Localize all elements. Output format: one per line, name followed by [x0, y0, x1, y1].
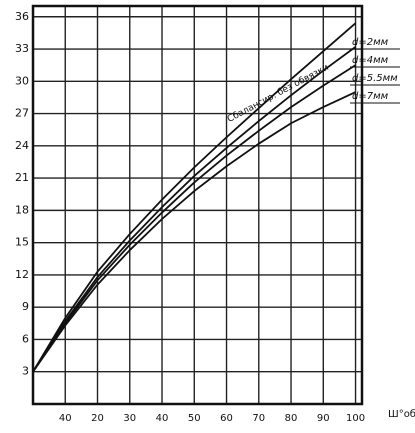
y-tick-label: 21	[15, 171, 29, 184]
x-tick-label: 100	[346, 413, 365, 424]
x-tick-label: 80	[285, 413, 298, 424]
x-tick-label: 40	[156, 413, 169, 424]
x-tick-label: 90	[317, 413, 330, 424]
y-tick-label: 27	[15, 107, 29, 120]
y-tick-label: 30	[15, 74, 29, 87]
x-tick-label: 60	[220, 413, 233, 424]
x-tick-label: 30	[123, 413, 136, 424]
y-tick-label: 24	[15, 139, 29, 152]
curve	[32, 91, 356, 373]
plot-frame	[31, 4, 364, 406]
legend-label: d=7мм	[352, 91, 389, 102]
curve	[32, 22, 357, 373]
x-axis-label: Ш°об.	[388, 409, 415, 420]
curve	[32, 46, 357, 373]
x-tick-label: 50	[188, 413, 201, 424]
x-tick-label: 40	[59, 413, 72, 424]
y-tick-label: 3	[22, 365, 29, 378]
legend-label: d=4мм	[352, 55, 389, 66]
y-tick-label: 36	[15, 10, 29, 23]
legend-label: d=2мм	[352, 37, 389, 48]
y-tick-label: 12	[15, 268, 29, 281]
y-tick-label: 18	[15, 203, 29, 216]
x-tick-label: 70	[252, 413, 265, 424]
y-tick-label: 33	[15, 42, 29, 55]
legend-label: d=5.5мм	[352, 73, 398, 84]
y-tick-label: 15	[15, 236, 29, 249]
x-tick-label: 20	[91, 413, 104, 424]
curve	[32, 64, 357, 373]
y-tick-label: 6	[22, 332, 29, 345]
y-tick-label: 9	[22, 300, 29, 313]
